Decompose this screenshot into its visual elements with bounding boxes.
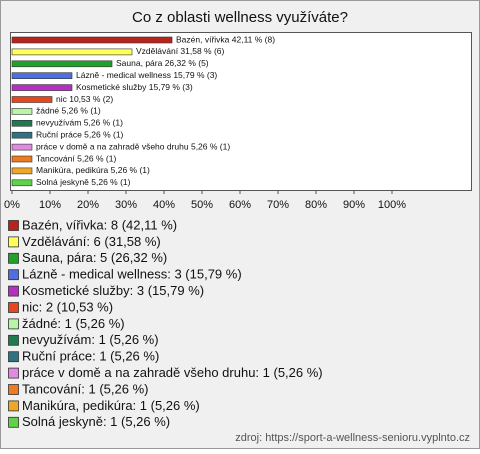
legend-label: Sauna, pára: 5 (26,32 %) — [22, 250, 167, 265]
legend-label: Bazén, vířivka: 8 (42,11 %) — [22, 217, 177, 232]
value-label: práce v domě a na zahradě všeho druhu 5,… — [36, 141, 230, 151]
legend-swatch — [8, 269, 19, 281]
value-label: Kosmetické služby 15,79 % (3) — [76, 82, 193, 92]
source: zdroj: https://sport-a-wellness-senioru.… — [235, 432, 470, 444]
legend-swatch — [8, 285, 19, 297]
bar — [11, 36, 173, 44]
legend-label: nic: 2 (10,53 %) — [22, 299, 113, 314]
chart-title: Co z oblasti wellness využíváte? — [132, 9, 348, 26]
legend-label: Lázně - medical wellness: 3 (15,79 %) — [22, 267, 242, 282]
value-label: Ruční práce 5,26 % (1) — [36, 129, 124, 139]
value-label: Lázně - medical wellness 15,79 % (3) — [76, 70, 217, 80]
legend-label: Tancování: 1 (5,26 %) — [22, 381, 148, 396]
bar — [11, 48, 133, 56]
legend-label: Ruční práce: 1 (5,26 %) — [22, 349, 159, 364]
x-tick-label: 30% — [115, 199, 137, 211]
value-label: Bazén, vířivka 42,11 % (8) — [176, 34, 275, 44]
legend-swatch — [8, 367, 19, 379]
legend-label: Kosmetické služby: 3 (15,79 %) — [22, 283, 204, 298]
legend-label: nevyužívám: 1 (5,26 %) — [22, 332, 159, 347]
value-label: Manikúra, pedikúra 5,26 % (1) — [36, 165, 150, 175]
bar — [11, 72, 73, 79]
legend-label: Solná jeskyně: 1 (5,26 %) — [22, 414, 170, 429]
legend-swatch — [8, 252, 19, 264]
value-label: Vzdělávání 31,58 % (6) — [136, 46, 225, 56]
x-tick-label: 60% — [229, 199, 251, 211]
bar — [11, 60, 113, 68]
bar — [11, 155, 33, 163]
value-label: Solná jeskyně 5,26 % (1) — [36, 177, 131, 187]
legend-label: Manikúra, pedikúra: 1 (5,26 %) — [22, 398, 200, 413]
bar — [11, 131, 33, 139]
legend-label: práce v domě a na zahradě všeho druhu: 1… — [22, 365, 323, 380]
legend-swatch — [8, 318, 19, 330]
legend-label: žádné: 1 (5,26 %) — [22, 316, 125, 331]
x-tick-label: 100% — [378, 199, 406, 211]
bar — [11, 96, 53, 103]
legend-swatch — [8, 400, 19, 412]
bar — [11, 84, 73, 91]
bar — [11, 143, 33, 151]
legend-swatch — [8, 416, 19, 428]
value-label: nevyužívám 5,26 % (1) — [36, 118, 123, 128]
legend-swatch — [8, 302, 19, 313]
x-tick-label: 20% — [77, 199, 99, 211]
legend-swatch — [8, 236, 19, 248]
legend-swatch — [8, 220, 19, 231]
x-tick-label: 40% — [153, 199, 175, 211]
value-label: žádné 5,26 % (1) — [36, 106, 101, 116]
x-tick-label: 10% — [39, 199, 61, 211]
bar — [11, 120, 33, 127]
x-tick-label: 70% — [267, 199, 289, 211]
legend-label: Vzdělávání: 6 (31,58 %) — [22, 234, 161, 249]
legend-swatch — [8, 384, 19, 395]
legend-swatch — [8, 351, 19, 363]
x-tick-label: 50% — [191, 199, 213, 211]
legend-swatch — [8, 334, 19, 346]
x-tick-label: 0% — [4, 199, 20, 211]
plot-area — [10, 32, 472, 191]
bar — [11, 108, 33, 115]
x-tick-label: 90% — [343, 199, 365, 211]
bar — [11, 167, 33, 175]
value-label: nic 10,53 % (2) — [56, 94, 113, 104]
bar — [11, 179, 33, 187]
x-tick-label: 80% — [305, 199, 327, 211]
value-label: Tancování 5,26 % (1) — [36, 153, 116, 163]
value-label: Sauna, pára 26,32 % (5) — [116, 58, 209, 68]
